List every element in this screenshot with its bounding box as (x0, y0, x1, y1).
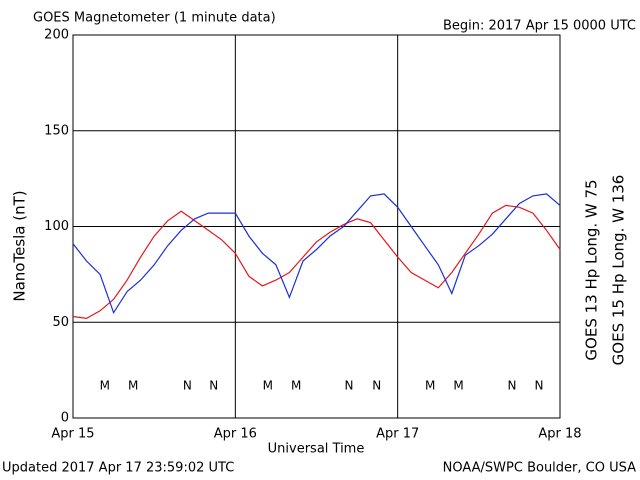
chart-subtitle: Begin: 2017 Apr 15 0000 UTC (443, 19, 636, 34)
x-tick-label: Apr 18 (538, 427, 581, 442)
x-axis-label: Universal Time (268, 442, 365, 457)
chart-title: GOES Magnetometer (1 minute data) (33, 11, 276, 26)
mn-marker: N (209, 379, 218, 393)
footer-left: Updated 2017 Apr 17 23:59:02 UTC (2, 461, 234, 476)
mn-marker: N (535, 379, 544, 393)
mn-marker: N (344, 379, 353, 393)
y-tick-label: 100 (44, 219, 69, 234)
mn-marker: M (128, 379, 138, 393)
mn-marker: M (291, 379, 301, 393)
y-tick-label: 150 (44, 123, 69, 138)
mn-marker: M (425, 379, 435, 393)
legend-entry: GOES 15 Hp Long. W 136 (610, 175, 628, 366)
plot-frame (72, 34, 561, 419)
mn-marker: M (453, 379, 463, 393)
data-line (72, 193, 561, 315)
x-tick-label: Apr 15 (51, 427, 94, 442)
mn-marker: N (507, 379, 516, 393)
mn-marker: M (263, 379, 273, 393)
y-tick-label: 0 (61, 411, 69, 426)
mn-marker: N (372, 379, 381, 393)
y-axis-label: NanoTesla (nT) (11, 190, 29, 301)
mn-marker: N (183, 379, 192, 393)
x-tick-label: Apr 16 (214, 427, 257, 442)
footer-right: NOAA/SWPC Boulder, CO USA (443, 461, 636, 476)
legend-entry: GOES 13 Hp Long. W 75 (583, 179, 601, 360)
data-line (72, 204, 561, 320)
x-tick-label: Apr 17 (376, 427, 419, 442)
y-tick-label: 50 (52, 315, 69, 330)
y-tick-label: 200 (44, 28, 69, 43)
mn-marker: M (100, 379, 110, 393)
